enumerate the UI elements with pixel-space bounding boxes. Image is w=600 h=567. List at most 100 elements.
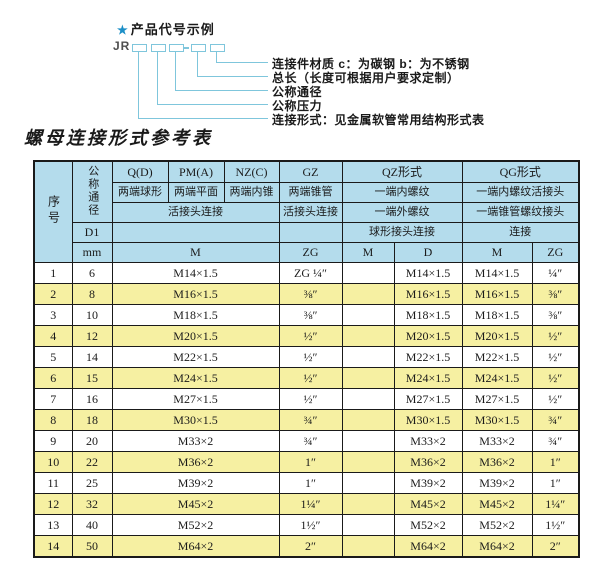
cell-qg-zg: ½″ xyxy=(531,325,580,347)
table-body: 1 6 M14×1.5 ZG ¼″ M14×1.5 M14×1.5 ¼″ 2 8… xyxy=(33,262,580,558)
header-qz-ball-conn: 球形接头连接 xyxy=(341,222,463,243)
cell-dn-mm: 22 xyxy=(71,451,113,473)
cell-seq: 14 xyxy=(33,535,73,558)
cell-qz-m xyxy=(341,367,395,389)
cell-dn-mm: 8 xyxy=(71,283,113,305)
cell-qz-m xyxy=(341,346,395,368)
cell-thread-m: M18×1.5 xyxy=(111,304,280,326)
cell-seq: 11 xyxy=(33,472,73,494)
cell-qg-m: M64×2 xyxy=(461,535,533,558)
cell-gz-zg: ZG ¼″ xyxy=(278,262,343,284)
table-row: 11 25 M39×2 1″ M39×2 M39×2 1″ xyxy=(33,472,580,494)
connector-line xyxy=(175,51,176,90)
cell-qg-m: M20×1.5 xyxy=(461,325,533,347)
code-box-5 xyxy=(210,44,225,52)
cell-qg-zg: ¾″ xyxy=(531,409,580,431)
header-form-pma: 两端平面 xyxy=(167,182,225,203)
cell-qg-zg: ¾″ xyxy=(531,430,580,452)
cell-qz-d: M14×1.5 xyxy=(393,262,463,284)
cell-dn-mm: 6 xyxy=(71,262,113,284)
cell-seq: 2 xyxy=(33,283,73,305)
header-conn-left: 活接头连接 xyxy=(111,202,280,223)
nut-connection-table: 序号 公称通径 Q(D) PM(A) NZ(C) GZ QZ形式 QG形式 两端… xyxy=(33,160,580,558)
table-row: 7 16 M27×1.5 ½″ M27×1.5 M27×1.5 ½″ xyxy=(33,388,580,410)
header-unit-qg-zg: ZG xyxy=(531,242,580,263)
header-code-gz: GZ xyxy=(278,160,343,183)
header-mm: mm xyxy=(71,242,113,263)
diagram-title-text: 产品代号示例 xyxy=(130,22,215,37)
cell-qz-m xyxy=(341,283,395,305)
connector-line xyxy=(138,51,139,118)
header-code-pma: PM(A) xyxy=(167,160,225,183)
cell-seq: 5 xyxy=(33,346,73,368)
cell-dn-mm: 15 xyxy=(71,367,113,389)
product-code-diagram: ★ 产品代号示例 JR 连接件材质 c：为碳钢 b：为不锈钢 总长（长度可根据用户… xyxy=(0,0,600,127)
header-unit-qz-m: M xyxy=(341,242,395,263)
cell-gz-zg: 2″ xyxy=(278,535,343,558)
header-d1: D1 xyxy=(71,222,113,243)
cell-dn-mm: 10 xyxy=(71,304,113,326)
cell-thread-m: M52×2 xyxy=(111,514,280,536)
cell-thread-m: M14×1.5 xyxy=(111,262,280,284)
cell-dn-mm: 32 xyxy=(71,493,113,515)
cell-qz-d: M45×2 xyxy=(393,493,463,515)
cell-seq: 8 xyxy=(33,409,73,431)
cell-seq: 13 xyxy=(33,514,73,536)
table-row: 12 32 M45×2 1¼″ M45×2 M45×2 1¼″ xyxy=(33,493,580,515)
cell-qg-m: M36×2 xyxy=(461,451,533,473)
cell-qz-m xyxy=(341,493,395,515)
cell-qz-m xyxy=(341,451,395,473)
table-row: 5 14 M22×1.5 ½″ M22×1.5 M22×1.5 ½″ xyxy=(33,346,580,368)
cell-gz-zg: 1″ xyxy=(278,472,343,494)
cell-dn-mm: 40 xyxy=(71,514,113,536)
cell-gz-zg: 1″ xyxy=(278,451,343,473)
cell-qg-m: M27×1.5 xyxy=(461,388,533,410)
header-form-qz: 一端内螺纹 xyxy=(341,182,463,203)
cell-qg-zg: 1¼″ xyxy=(531,493,580,515)
connector-line xyxy=(197,51,198,76)
code-box-3 xyxy=(169,44,184,52)
cell-qg-zg: ½″ xyxy=(531,388,580,410)
cell-seq: 9 xyxy=(33,430,73,452)
cell-thread-m: M20×1.5 xyxy=(111,325,280,347)
header-code-qd: Q(D) xyxy=(111,160,169,183)
header-qg-taper-joint: 一端锥管螺纹接头 xyxy=(461,202,580,223)
cell-qz-d: M27×1.5 xyxy=(393,388,463,410)
cell-qg-zg: 1″ xyxy=(531,472,580,494)
code-box-2 xyxy=(151,44,166,52)
table-row: 1 6 M14×1.5 ZG ¼″ M14×1.5 M14×1.5 ¼″ xyxy=(33,262,580,284)
cell-qg-zg: ⅜″ xyxy=(531,304,580,326)
cell-qg-m: M45×2 xyxy=(461,493,533,515)
cell-thread-m: M16×1.5 xyxy=(111,283,280,305)
header-code-nzc: NZ(C) xyxy=(223,160,280,183)
cell-gz-zg: ½″ xyxy=(278,388,343,410)
cell-qz-d: M64×2 xyxy=(393,535,463,558)
cell-qg-m: M30×1.5 xyxy=(461,409,533,431)
cell-gz-zg: ¾″ xyxy=(278,409,343,431)
cell-thread-m: M30×1.5 xyxy=(111,409,280,431)
header-dn: 公称通径 xyxy=(71,160,113,223)
table-row: 14 50 M64×2 2″ M64×2 M64×2 2″ xyxy=(33,535,580,558)
product-code-prefix: JR xyxy=(113,39,131,53)
cell-seq: 10 xyxy=(33,451,73,473)
connector-line xyxy=(197,76,268,77)
diagram-label-length: 总长（长度可根据用户要求定制） xyxy=(272,71,460,85)
cell-qg-zg: ¼″ xyxy=(531,262,580,284)
cell-qg-zg: 2″ xyxy=(531,535,580,558)
cell-qg-m: M16×1.5 xyxy=(461,283,533,305)
cell-qz-m xyxy=(341,388,395,410)
connector-line xyxy=(216,62,268,63)
cell-qg-m: M33×2 xyxy=(461,430,533,452)
cell-qz-m xyxy=(341,535,395,558)
cell-qz-d: M39×2 xyxy=(393,472,463,494)
cell-gz-zg: ¾″ xyxy=(278,430,343,452)
cell-qg-zg: ½″ xyxy=(531,346,580,368)
cell-dn-mm: 14 xyxy=(71,346,113,368)
table-row: 4 12 M20×1.5 ½″ M20×1.5 M20×1.5 ½″ xyxy=(33,325,580,347)
connector-line xyxy=(175,90,268,91)
cell-dn-mm: 25 xyxy=(71,472,113,494)
diagram-title: ★ 产品代号示例 xyxy=(117,19,215,38)
cell-qz-d: M30×1.5 xyxy=(393,409,463,431)
cell-qz-m xyxy=(341,262,395,284)
cell-seq: 7 xyxy=(33,388,73,410)
